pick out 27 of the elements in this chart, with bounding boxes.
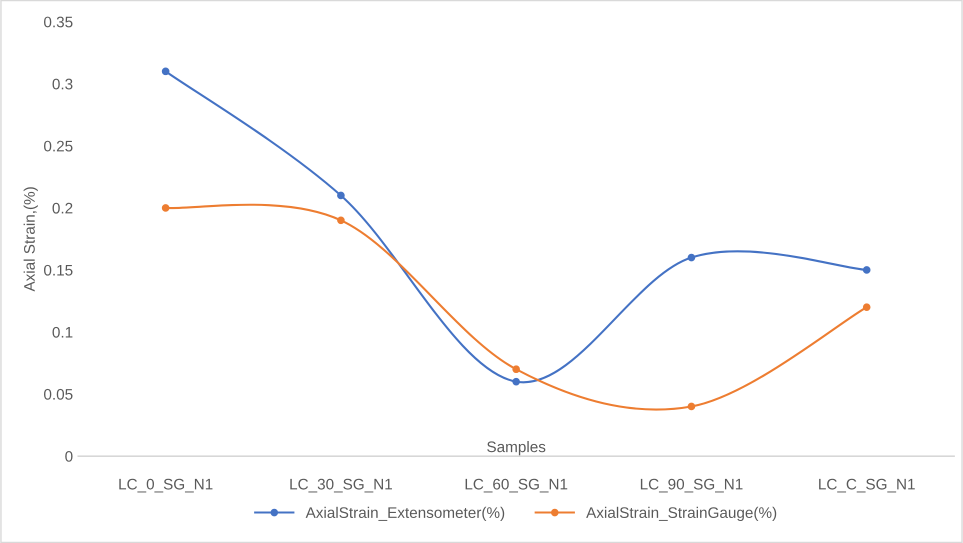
x-axis-title: Samples	[487, 441, 546, 456]
y-tick-label: 0.2	[52, 202, 72, 214]
y-axis-title: Axial Strain,(%)	[24, 187, 38, 292]
point	[688, 254, 696, 262]
point	[688, 402, 696, 410]
y-tick-label: 0.15	[44, 264, 73, 276]
y-tick-label: 0.1	[52, 326, 72, 338]
x-tick-label: LC_C_SG_N1	[819, 478, 915, 492]
y-tick-label: 0.25	[44, 140, 73, 152]
y-tick-label: 0	[65, 450, 73, 462]
y-tick-label: 0.3	[52, 78, 72, 90]
legend-label: AxialStrain_StrainGauge(%)	[586, 506, 776, 522]
y-tick-label: 0.05	[44, 388, 73, 400]
x-tick-label: LC_0_SG_N1	[119, 478, 212, 492]
y-tick-label: 0.35	[44, 16, 73, 28]
point	[512, 365, 520, 374]
x-tick-label: LC_60_SG_N1	[466, 478, 568, 492]
legend-label: AxialStrain_Extensometer(%)	[306, 506, 504, 522]
point	[337, 216, 345, 224]
point	[862, 303, 871, 312]
point	[862, 266, 871, 274]
point	[512, 378, 520, 386]
x-tick-label: LC_90_SG_N1	[640, 478, 742, 492]
point	[162, 204, 170, 212]
point	[162, 68, 170, 76]
point	[337, 192, 345, 200]
x-tick-label: LC_30_SG_N1	[290, 478, 392, 492]
